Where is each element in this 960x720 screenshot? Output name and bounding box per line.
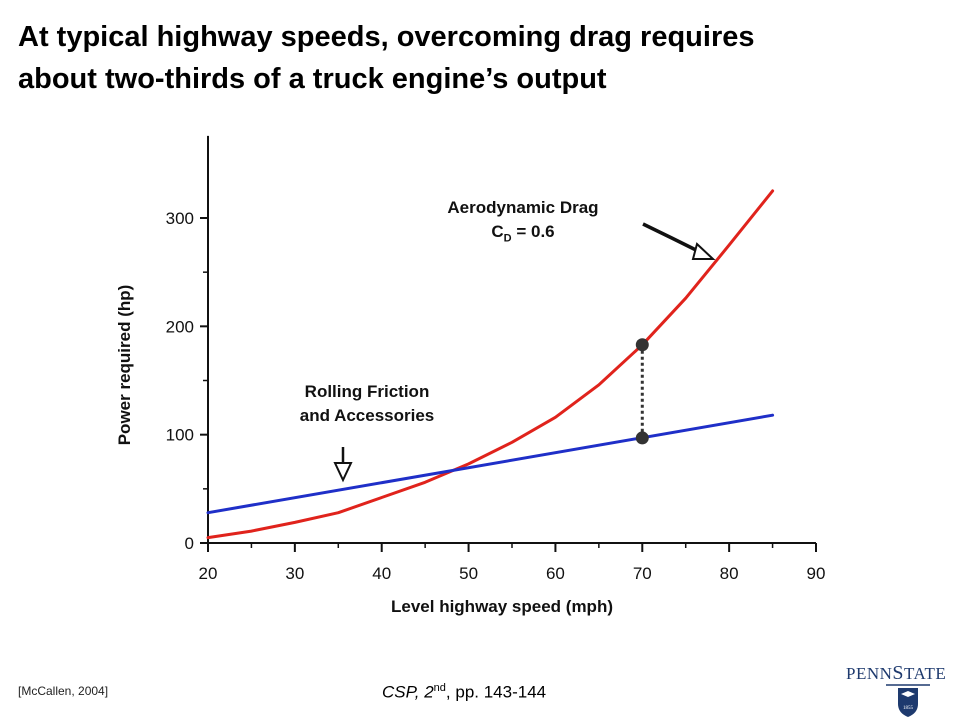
rolling-arrow-head [333,462,353,483]
y-tick-label: 0 [185,534,194,553]
drag-annotation-line2: CD = 0.6 [491,222,555,245]
chart-lines [206,189,775,540]
rolling-annotation-line2: and Accessories [299,406,435,425]
source-reference: CSP, 2nd, pp. 143-144 [382,682,547,702]
drag-arrow-head [691,242,716,260]
x-tick-label: 70 [633,564,652,583]
rolling-annotation-line1: Rolling Friction [304,382,430,401]
marker-point-1 [635,431,649,445]
x-tick-label: 20 [199,564,218,583]
pennstate-logo: PENNSTATE 1855 [846,660,946,720]
drag-annotation: Aerodynamic Drag CD = 0.6 [418,196,628,250]
x-tick-label: 90 [807,564,826,583]
citation: [McCallen, 2004] [18,684,109,698]
x-axis-label: Level highway speed (mph) [391,597,613,616]
y-tick-label: 300 [166,209,194,228]
slide-title: At typical highway speeds, overcoming dr… [18,16,938,100]
x-tick-label: 50 [459,564,478,583]
svg-text:1855: 1855 [903,706,914,711]
drag-annotation-line1: Aerodynamic Drag [447,198,599,217]
x-tick-label: 30 [285,564,304,583]
drag-arrow-shaft [642,222,701,254]
y-tick-label: 100 [166,426,194,445]
series-line-0 [206,189,775,540]
title-line-1: At typical highway speeds, overcoming dr… [18,21,755,53]
x-tick-label: 60 [546,564,565,583]
title-line-2: about two-thirds of a truck engine’s out… [18,63,607,95]
chart-arrows [333,222,716,483]
x-tick-label: 80 [720,564,739,583]
chart-ticks: 20 30 40 50 60 70 80 90 0 100 200 300 [166,209,826,583]
y-tick-label: 200 [166,317,194,336]
x-tick-label: 40 [372,564,391,583]
y-axis-label: Power required (hp) [115,285,134,446]
chart-markers [635,338,649,445]
series-line-1 [206,413,775,515]
logo-shield-icon: 1855 [886,684,930,717]
rolling-annotation: Rolling Friction and Accessories [262,380,472,428]
marker-point-0 [635,338,649,352]
logo-wordmark: PENNSTATE [846,662,947,684]
